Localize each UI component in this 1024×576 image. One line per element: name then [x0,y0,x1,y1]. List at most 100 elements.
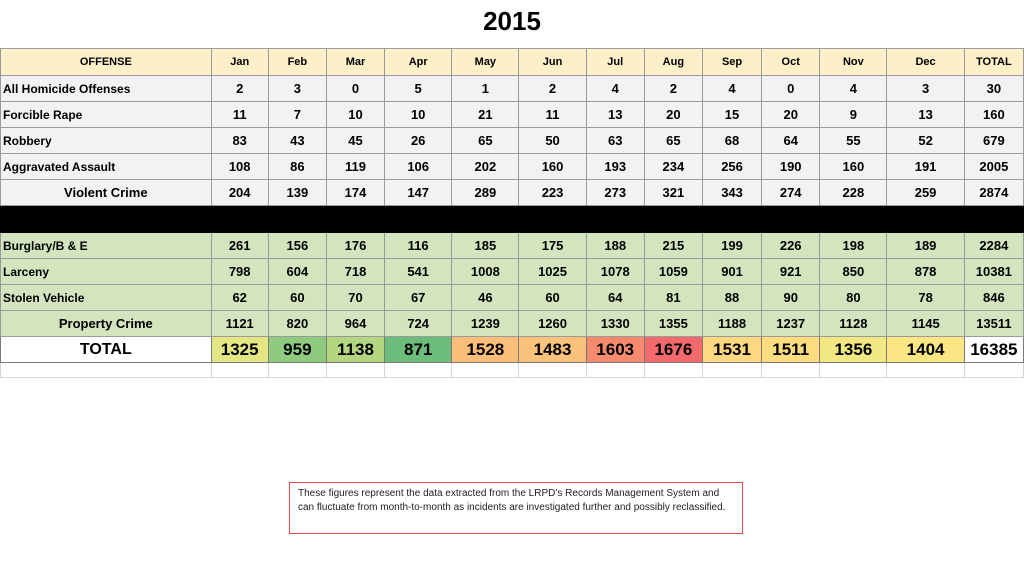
month-value-cell: 234 [643,153,703,180]
month-value-cell: 724 [384,310,453,337]
month-value-cell: 185 [451,232,520,259]
month-value-cell: 65 [451,127,520,154]
month-value-cell: 850 [819,258,888,285]
row-total-cell: 2005 [963,153,1024,180]
row-label: TOTAL [0,336,212,363]
month-value-cell: 256 [701,153,763,180]
month-value-cell: 1404 [886,336,965,363]
month-value-cell: 15 [701,101,763,128]
month-value-cell: 718 [325,258,386,285]
month-value-cell: 191 [886,153,965,180]
row-total-cell: 2284 [963,232,1024,259]
month-value-cell: 64 [585,284,645,311]
month-value-cell: 5 [384,75,453,102]
month-value-cell: 46 [451,284,520,311]
month-value-cell: 70 [325,284,386,311]
month-value-cell: 193 [585,153,645,180]
row-label: Violent Crime [0,179,212,206]
row-label: Aggravated Assault [0,153,212,180]
month-value-cell: 108 [210,153,269,180]
empty-cell [585,362,645,378]
property-crime-subtotal-row: Property Crime 1121 820 964 724 1239 1260 1330 1… [0,310,1024,337]
month-value-cell: 1237 [761,310,821,337]
month-value-cell: 20 [643,101,703,128]
month-value-cell: 1128 [819,310,888,337]
row-label: Burglary/B & E [0,232,212,259]
month-value-cell: 176 [325,232,386,259]
month-value-cell: 1121 [210,310,269,337]
column-header: TOTAL [963,48,1024,76]
month-value-cell: 1008 [451,258,520,285]
empty-cell [819,362,888,378]
month-value-cell: 259 [886,179,965,206]
empty-cell [701,362,763,378]
empty-cell [384,362,453,378]
month-value-cell: 541 [384,258,453,285]
month-value-cell: 0 [325,75,386,102]
table-row: Aggravated Assault 108 86 119 106 202 160 193 23… [0,153,1024,180]
month-value-cell: 65 [643,127,703,154]
month-value-cell: 81 [643,284,703,311]
month-value-cell: 83 [210,127,269,154]
month-value-cell: 86 [267,153,327,180]
month-value-cell: 50 [518,127,587,154]
month-value-cell: 321 [643,179,703,206]
month-value-cell: 9 [819,101,888,128]
month-value-cell: 11 [210,101,269,128]
month-value-cell: 11 [518,101,587,128]
month-value-cell: 2 [518,75,587,102]
empty-cell [267,362,327,378]
table-row: Forcible Rape 11 7 10 10 21 11 13 20 15 20 9 13 160 [0,101,1024,128]
row-total-cell: 679 [963,127,1024,154]
empty-cell [886,362,965,378]
month-value-cell: 3 [267,75,327,102]
row-label: Larceny [0,258,212,285]
month-value-cell: 198 [819,232,888,259]
row-total-cell: 10381 [963,258,1024,285]
month-value-cell: 878 [886,258,965,285]
month-value-cell: 921 [761,258,821,285]
table-header-row: OFFENSE Jan Feb Mar Apr May Jun Jul Aug Sep Oct Nov… [0,48,1024,76]
month-value-cell: 964 [325,310,386,337]
month-value-cell: 1138 [325,336,386,363]
crime-table: OFFENSE Jan Feb Mar Apr May Jun Jul Aug Sep Oct Nov… [0,48,1024,378]
table-row: All Homicide Offenses 2 3 0 5 1 2 4 2 4 0 4 3 30 [0,75,1024,102]
month-value-cell: 1531 [701,336,763,363]
month-value-cell: 1325 [210,336,269,363]
month-value-cell: 55 [819,127,888,154]
month-value-cell: 26 [384,127,453,154]
month-value-cell: 199 [701,232,763,259]
month-value-cell: 60 [518,284,587,311]
month-value-cell: 63 [585,127,645,154]
table-row: Stolen Vehicle 62 60 70 67 46 60 64 81 88 90 80 78 84… [0,284,1024,311]
empty-cell [963,362,1024,378]
page-title: 2015 [483,6,541,36]
column-header: OFFENSE [0,48,212,76]
column-header: Dec [886,48,965,76]
month-value-cell: 52 [886,127,965,154]
month-value-cell: 289 [451,179,520,206]
month-value-cell: 139 [267,179,327,206]
month-value-cell: 1239 [451,310,520,337]
empty-cell [0,362,212,378]
column-header: Feb [267,48,327,76]
month-value-cell: 3 [886,75,965,102]
month-value-cell: 1260 [518,310,587,337]
month-value-cell: 901 [701,258,763,285]
empty-cell [761,362,821,378]
month-value-cell: 10 [384,101,453,128]
month-value-cell: 175 [518,232,587,259]
month-value-cell: 43 [267,127,327,154]
month-value-cell: 2 [643,75,703,102]
month-value-cell: 820 [267,310,327,337]
month-value-cell: 959 [267,336,327,363]
month-value-cell: 160 [518,153,587,180]
column-header: May [451,48,520,76]
column-header: Aug [643,48,703,76]
month-value-cell: 7 [267,101,327,128]
column-header: Sep [701,48,763,76]
month-value-cell: 223 [518,179,587,206]
month-value-cell: 68 [701,127,763,154]
month-value-cell: 1145 [886,310,965,337]
month-value-cell: 1528 [451,336,520,363]
